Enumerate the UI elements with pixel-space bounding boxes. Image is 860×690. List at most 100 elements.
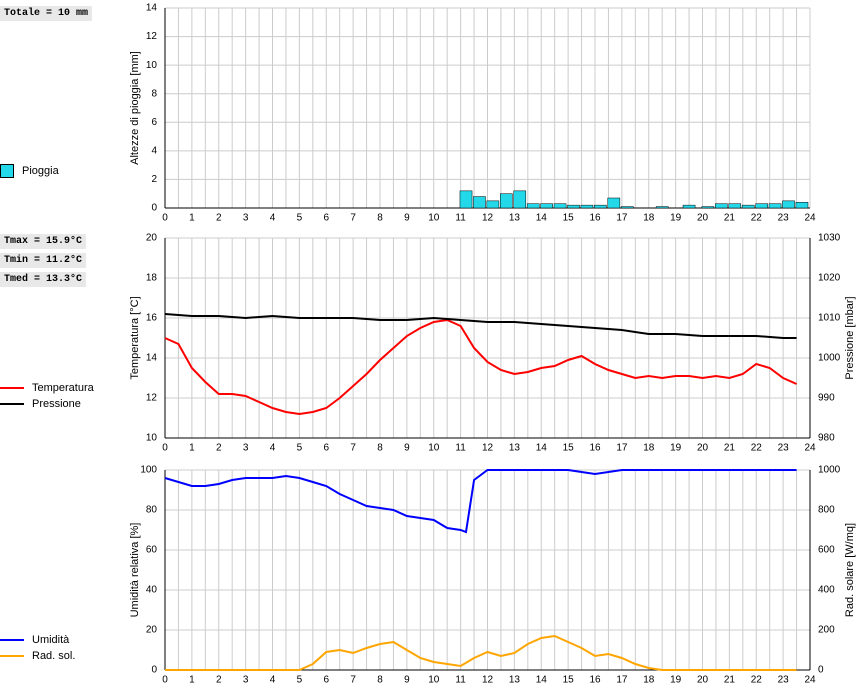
svg-text:600: 600 xyxy=(818,545,835,556)
svg-text:3: 3 xyxy=(243,675,249,684)
svg-text:0: 0 xyxy=(151,665,157,676)
svg-text:7: 7 xyxy=(350,443,356,452)
svg-text:20: 20 xyxy=(697,213,709,222)
svg-text:20: 20 xyxy=(146,625,158,636)
svg-text:16: 16 xyxy=(589,675,601,684)
svg-text:18: 18 xyxy=(643,213,655,222)
svg-text:0: 0 xyxy=(151,203,157,214)
temp-press-chart: 0123456789101112131415161718192021222324… xyxy=(0,230,860,452)
svg-text:11: 11 xyxy=(455,675,466,684)
svg-text:16: 16 xyxy=(589,443,601,452)
svg-text:4: 4 xyxy=(270,213,276,222)
svg-text:8: 8 xyxy=(377,675,383,684)
svg-text:14: 14 xyxy=(146,3,158,14)
svg-text:80: 80 xyxy=(146,505,158,516)
svg-text:8: 8 xyxy=(377,213,383,222)
svg-text:1010: 1010 xyxy=(818,313,841,324)
svg-text:24: 24 xyxy=(804,213,816,222)
svg-text:10: 10 xyxy=(428,213,440,222)
svg-text:2: 2 xyxy=(151,174,157,185)
svg-text:1: 1 xyxy=(189,443,195,452)
svg-text:5: 5 xyxy=(297,213,303,222)
svg-text:15: 15 xyxy=(563,443,575,452)
svg-text:20: 20 xyxy=(697,443,709,452)
svg-text:17: 17 xyxy=(616,213,628,222)
svg-text:23: 23 xyxy=(778,213,790,222)
svg-text:40: 40 xyxy=(146,585,158,596)
svg-text:400: 400 xyxy=(818,585,835,596)
svg-text:Pressione [mbar]: Pressione [mbar] xyxy=(844,296,856,379)
svg-text:16: 16 xyxy=(589,213,601,222)
svg-text:9: 9 xyxy=(404,675,410,684)
svg-text:8: 8 xyxy=(377,443,383,452)
svg-text:22: 22 xyxy=(751,675,763,684)
svg-text:6: 6 xyxy=(323,443,329,452)
svg-text:60: 60 xyxy=(146,545,158,556)
svg-text:5: 5 xyxy=(297,675,303,684)
svg-text:12: 12 xyxy=(482,213,494,222)
svg-text:6: 6 xyxy=(323,213,329,222)
svg-text:15: 15 xyxy=(563,213,575,222)
svg-text:20: 20 xyxy=(697,675,709,684)
svg-text:1000: 1000 xyxy=(818,353,841,364)
svg-text:4: 4 xyxy=(270,443,276,452)
svg-text:24: 24 xyxy=(804,675,816,684)
svg-text:Temperatura [°C]: Temperatura [°C] xyxy=(129,296,141,379)
svg-text:7: 7 xyxy=(350,675,356,684)
svg-text:980: 980 xyxy=(818,433,835,444)
svg-text:22: 22 xyxy=(751,443,763,452)
svg-text:1020: 1020 xyxy=(818,273,841,284)
svg-text:19: 19 xyxy=(670,213,682,222)
svg-text:21: 21 xyxy=(724,675,736,684)
svg-text:18: 18 xyxy=(643,443,655,452)
svg-text:9: 9 xyxy=(404,213,410,222)
rain-chart: 0123456789101112131415161718192021222324… xyxy=(0,2,860,222)
svg-text:14: 14 xyxy=(536,675,548,684)
svg-text:1000: 1000 xyxy=(818,465,841,476)
svg-text:11: 11 xyxy=(455,213,466,222)
svg-text:4: 4 xyxy=(270,675,276,684)
svg-text:3: 3 xyxy=(243,443,249,452)
svg-text:12: 12 xyxy=(482,443,494,452)
svg-text:200: 200 xyxy=(818,625,835,636)
svg-text:19: 19 xyxy=(670,443,682,452)
svg-text:0: 0 xyxy=(162,675,168,684)
svg-text:2: 2 xyxy=(216,213,222,222)
svg-text:10: 10 xyxy=(146,60,158,71)
svg-text:15: 15 xyxy=(563,675,575,684)
svg-text:100: 100 xyxy=(140,465,157,476)
svg-text:990: 990 xyxy=(818,393,835,404)
svg-text:6: 6 xyxy=(323,675,329,684)
svg-text:4: 4 xyxy=(151,145,157,156)
svg-text:2: 2 xyxy=(216,443,222,452)
svg-text:17: 17 xyxy=(616,443,628,452)
svg-text:8: 8 xyxy=(151,88,157,99)
svg-text:0: 0 xyxy=(818,665,824,676)
svg-text:3: 3 xyxy=(243,213,249,222)
svg-text:1030: 1030 xyxy=(818,233,841,244)
svg-text:24: 24 xyxy=(804,443,816,452)
svg-text:0: 0 xyxy=(162,443,168,452)
svg-text:10: 10 xyxy=(428,443,440,452)
svg-text:6: 6 xyxy=(151,117,157,128)
svg-text:12: 12 xyxy=(146,31,158,42)
svg-text:11: 11 xyxy=(455,443,466,452)
svg-text:1: 1 xyxy=(189,213,195,222)
svg-text:9: 9 xyxy=(404,443,410,452)
svg-text:22: 22 xyxy=(751,213,763,222)
svg-text:14: 14 xyxy=(146,353,158,364)
svg-text:12: 12 xyxy=(482,675,494,684)
svg-text:1: 1 xyxy=(189,675,195,684)
svg-text:14: 14 xyxy=(536,443,548,452)
svg-text:12: 12 xyxy=(146,393,158,404)
svg-text:16: 16 xyxy=(146,313,158,324)
hum-rad-chart: 0123456789101112131415161718192021222324… xyxy=(0,462,860,684)
svg-text:5: 5 xyxy=(297,443,303,452)
svg-text:Altezze di pioggia [mm]: Altezze di pioggia [mm] xyxy=(129,51,141,165)
svg-text:Umidità relativa [%]: Umidità relativa [%] xyxy=(129,523,141,618)
svg-text:2: 2 xyxy=(216,675,222,684)
svg-text:10: 10 xyxy=(146,433,158,444)
svg-text:20: 20 xyxy=(146,233,158,244)
svg-text:800: 800 xyxy=(818,505,835,516)
svg-text:21: 21 xyxy=(724,443,736,452)
